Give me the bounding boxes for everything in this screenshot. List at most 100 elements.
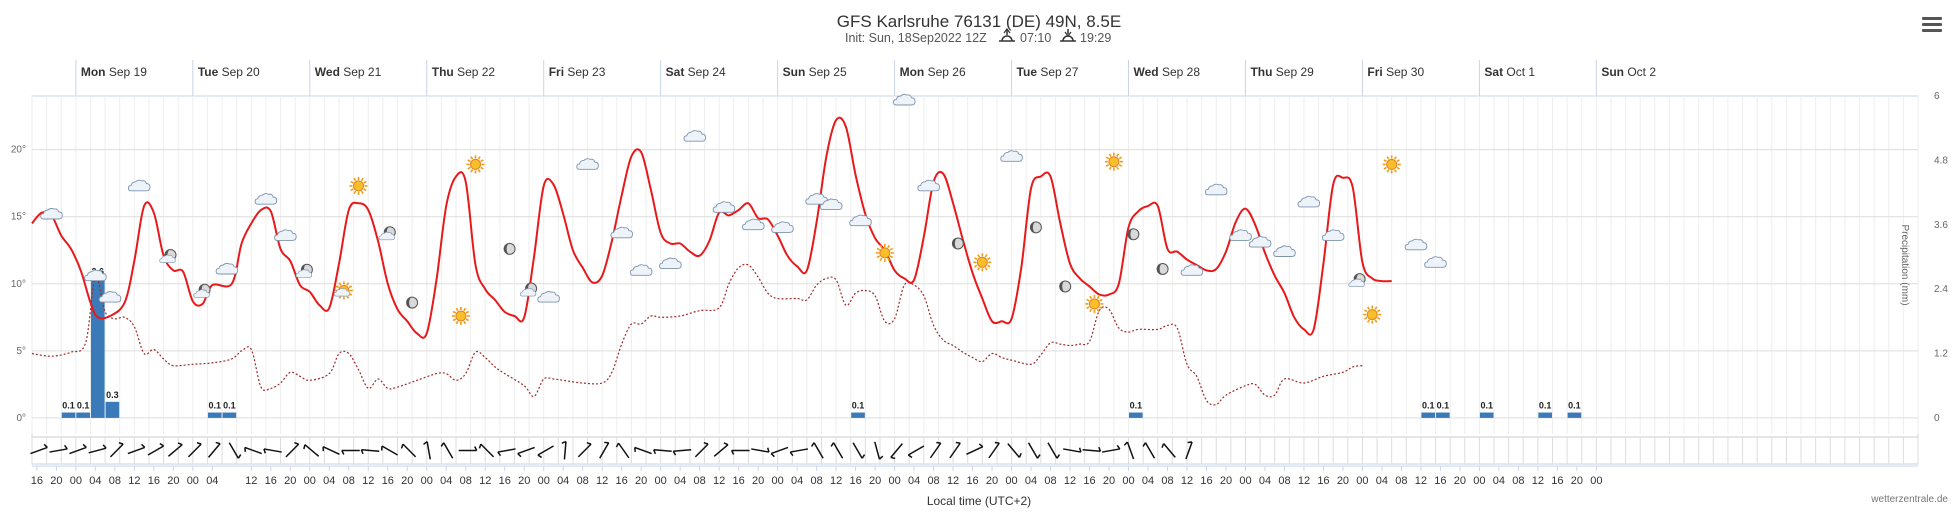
- x-tick-label: 12: [947, 475, 959, 487]
- wind-arrow-shaft: [109, 443, 124, 458]
- day-of-week: Wed: [315, 65, 343, 79]
- sun-disc: [470, 158, 481, 170]
- sun-ray: [1116, 166, 1120, 170]
- x-tick-label: 04: [557, 475, 569, 487]
- wind-arrow-barb: [263, 448, 266, 454]
- x-axis: 16 20 00 04 08 12 16 20 00 04 12 16 20 00 04 08 12 16 20 00…: [31, 465, 1918, 487]
- wind-arrow: [423, 441, 432, 460]
- day-label: Wed Sep 21: [315, 65, 382, 79]
- x-tick-label: 16: [1434, 475, 1446, 487]
- moon-icon: [1059, 280, 1072, 293]
- cloud-shape: [1424, 256, 1447, 268]
- sun-ray: [1376, 316, 1381, 320]
- wind-arrow-barb: [177, 442, 183, 446]
- sun-disc: [455, 310, 467, 322]
- sun-ray: [463, 307, 467, 312]
- x-tick-label: 04: [440, 475, 452, 487]
- sun-ray: [363, 180, 367, 184]
- wind-arrow-shaft: [69, 446, 87, 455]
- wind-arrow-barb: [1056, 454, 1061, 459]
- moon-shadow: [1059, 281, 1066, 292]
- sun-ray: [1096, 295, 1100, 300]
- wind-arrow-shaft: [874, 441, 881, 460]
- day-date: Oct 1: [1506, 65, 1535, 79]
- sun-ray: [480, 159, 484, 163]
- sun-ray: [1383, 159, 1387, 163]
- wind-arrow: [1047, 442, 1061, 459]
- sun-ray: [1089, 295, 1093, 300]
- x-tick-label: 20: [869, 475, 881, 487]
- cloud-shape: [1348, 278, 1365, 288]
- wind-arrow-barb: [196, 442, 202, 445]
- cloud-shape: [274, 229, 297, 241]
- cloud-outline: [159, 254, 176, 263]
- precip-bar-label: 0.1: [1480, 401, 1493, 411]
- moon-cloud-icon: [159, 249, 177, 263]
- wind-arrow: [187, 442, 202, 458]
- wind-arrow-barb: [474, 446, 478, 451]
- wind-arrow-barb: [1018, 452, 1022, 458]
- x-tick-label: 00: [1005, 475, 1017, 487]
- precip-bar: [105, 401, 120, 418]
- sun-ray: [1116, 153, 1120, 157]
- wind-arrow-shaft: [988, 442, 1000, 459]
- sun-disc: [976, 256, 988, 268]
- cloud-shape: [519, 288, 537, 297]
- sun-ray: [363, 188, 367, 192]
- cloud-shape: [333, 288, 351, 297]
- moon-shadow: [1030, 221, 1036, 233]
- sun-ray: [1394, 156, 1397, 160]
- precip-bar-label: 0.1: [1568, 401, 1581, 411]
- x-tick-label: 12: [1064, 475, 1076, 487]
- wind-arrow-barb: [400, 443, 404, 449]
- cloud-shape: [1229, 229, 1252, 241]
- cloud-shape: [40, 207, 63, 220]
- wind-arrow-shaft: [147, 445, 164, 456]
- cloud-shape: [159, 254, 176, 263]
- cloud-shape: [771, 221, 794, 233]
- sun-ray: [1105, 156, 1110, 160]
- x-tick-label: 04: [1493, 475, 1505, 487]
- wind-arrow-barb: [303, 444, 306, 450]
- sun-ray: [455, 307, 459, 312]
- sun-shape: [349, 176, 368, 195]
- cloud-icon: [1180, 264, 1204, 276]
- cloud-icon: [1204, 183, 1228, 196]
- wind-arrow: [789, 448, 809, 457]
- wind-arrow-barb: [730, 450, 735, 455]
- sun-disc: [1088, 298, 1100, 310]
- sun-ray: [346, 282, 350, 286]
- sun-icon: [1382, 155, 1401, 174]
- precip-bar-label: 0.1: [1539, 401, 1552, 411]
- x-tick-label: 12: [1532, 475, 1544, 487]
- sun-ray: [1086, 306, 1090, 310]
- moon-cloud-icon: [378, 226, 396, 241]
- x-tick-label: 08: [1395, 475, 1407, 487]
- wind-arrow-barb: [703, 442, 709, 445]
- day-label: Sun Oct 2: [1601, 65, 1656, 79]
- wind-arrow: [1161, 443, 1176, 458]
- sun-disc: [879, 247, 891, 259]
- cloud-outline: [893, 93, 916, 106]
- day-label: Wed Sep 28: [1134, 65, 1201, 79]
- moon-shadow: [952, 238, 958, 249]
- cloud-icon: [127, 179, 151, 192]
- wind-arrow-shaft: [1163, 443, 1176, 458]
- sun-ray: [452, 310, 457, 314]
- sun-ray: [974, 264, 978, 268]
- wind-arrow: [1063, 447, 1082, 453]
- sun-ray: [977, 254, 980, 258]
- cloud-outline: [683, 130, 707, 142]
- wind-arrow-barb: [380, 445, 383, 451]
- wind-arrow-shaft: [88, 447, 107, 454]
- wind-arrow-shaft: [244, 446, 263, 455]
- x-tick-label: 12: [479, 475, 491, 487]
- x-tick-label: 12: [830, 475, 842, 487]
- chart-menu-button[interactable]: [1920, 14, 1944, 36]
- y-left-tick-label: 20°: [11, 145, 26, 156]
- precip-bar-label: 0.1: [208, 401, 221, 411]
- x-tick-label: 16: [1551, 475, 1563, 487]
- cloud-outline: [849, 214, 872, 227]
- x-tick-label: 04: [791, 475, 803, 487]
- x-tick-label: 12: [596, 475, 608, 487]
